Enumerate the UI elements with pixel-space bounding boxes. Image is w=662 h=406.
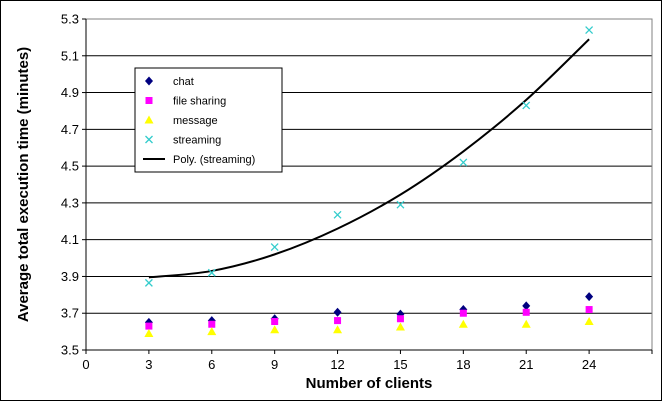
legend-label-file-sharing: file sharing: [173, 96, 226, 108]
message-point: [333, 325, 343, 334]
file-sharing-point: [271, 317, 279, 325]
x-tick-label: 15: [393, 357, 407, 372]
legend-label-chat: chat: [173, 76, 194, 88]
streaming-point: [270, 243, 279, 251]
y-tick-label: 3.7: [61, 306, 79, 321]
x-tick-label: 21: [519, 357, 533, 372]
trendline-layer: [148, 38, 590, 279]
file-sharing-point: [522, 308, 530, 316]
chat-point: [585, 292, 594, 302]
streaming-point: [207, 268, 216, 277]
legend-box: [134, 67, 283, 173]
file-sharing-point: [334, 317, 342, 325]
x-marker-stroke: [207, 268, 216, 277]
chat-point: [333, 307, 342, 317]
chat-point: [522, 301, 531, 311]
legend-label-poly-streaming: Poly. (streaming): [173, 154, 255, 166]
message-point: [207, 327, 217, 336]
axes: 3.5 3.7 3.9 4.1 4.3 4.5 4.7 4.9 5.1 5.3 0 3 6 9 12 15 18…: [61, 12, 653, 372]
message-point: [270, 325, 280, 334]
x-marker-stroke: [270, 243, 279, 251]
message-point: [144, 328, 154, 337]
legend-swatch-file-sharing: [145, 97, 153, 104]
x-tick-label: 0: [82, 357, 89, 372]
legend-label-streaming: streaming: [173, 135, 221, 147]
y-tick-label: 4.9: [61, 85, 79, 100]
y-tick-label: 4.7: [61, 122, 79, 137]
streaming-point: [396, 200, 405, 209]
message-point: [395, 322, 405, 331]
legend-swatch-streaming: [145, 135, 153, 144]
x-tick-label: 18: [456, 357, 470, 372]
legend-swatch-message: [144, 115, 154, 124]
y-tick-label: 4.5: [61, 159, 79, 174]
y-tick-label: 5.3: [61, 12, 79, 27]
y-tick-label: 4.3: [61, 195, 79, 210]
legend-label-message: message: [173, 115, 218, 127]
file-sharing-point: [396, 315, 404, 323]
streaming-point: [585, 26, 594, 34]
x-tick-label: 9: [271, 357, 278, 372]
legend-swatch-chat: [145, 76, 153, 86]
y-axis-title: Average total execution time (minutes): [15, 47, 32, 322]
file-sharing-point: [459, 309, 467, 317]
streaming-poly-trendline: [148, 38, 590, 279]
streaming-point: [459, 158, 468, 167]
y-tick-label: 5.1: [61, 48, 79, 63]
x-marker-stroke: [333, 210, 342, 219]
x-tick-label: 24: [582, 357, 596, 372]
message-point: [458, 319, 468, 328]
x-marker-stroke: [396, 200, 405, 209]
streaming-point: [144, 278, 153, 287]
message-point: [521, 319, 531, 328]
x-marker-stroke: [585, 26, 594, 34]
x-tick-label: 6: [208, 357, 215, 372]
y-tick-label: 3.5: [61, 343, 79, 358]
file-sharing-point: [585, 306, 593, 314]
streaming-point: [522, 101, 531, 110]
x-axis-title: Number of clients: [306, 375, 433, 392]
message-point: [584, 316, 594, 325]
file-sharing-point: [208, 320, 216, 328]
y-tick-label: 3.9: [61, 269, 79, 284]
x-marker-stroke: [522, 101, 531, 110]
streaming-point: [333, 210, 342, 219]
x-tick-label: 3: [145, 357, 152, 372]
file-sharing-point: [145, 322, 153, 330]
y-tick-label: 4.1: [61, 232, 79, 247]
x-marker-stroke: [459, 158, 468, 167]
x-marker-stroke: [145, 135, 153, 144]
x-marker-stroke: [144, 278, 153, 287]
data-points: [144, 26, 594, 337]
legend: chat file sharing message streaming Poly. (s…: [134, 67, 283, 173]
x-tick-label: 12: [330, 357, 344, 372]
